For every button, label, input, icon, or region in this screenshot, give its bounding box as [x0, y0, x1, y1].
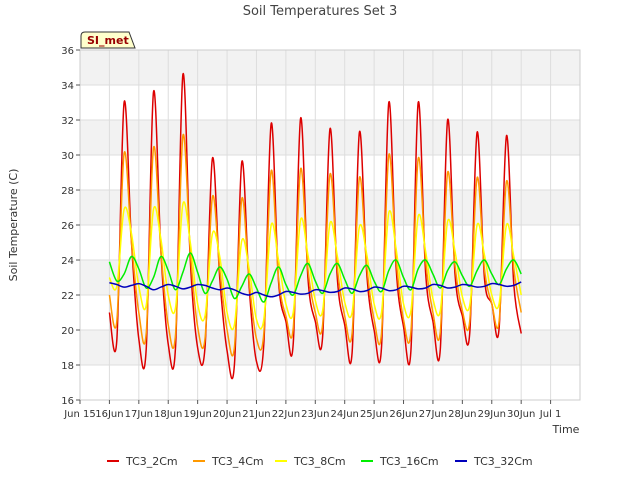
station-badge-label: SI_met: [87, 34, 129, 47]
y-tick-label: 22: [61, 291, 74, 302]
plot-band: [80, 120, 580, 155]
y-axis-label: Soil Temperature (C): [7, 169, 20, 282]
legend-item-tc3-4cm: TC3_4Cm: [193, 455, 264, 468]
y-tick-label: 18: [61, 361, 74, 372]
legend-label: TC3_16Cm: [379, 455, 439, 468]
legend-item-tc3-16cm: TC3_16Cm: [361, 455, 439, 468]
legend-label: TC3_2Cm: [125, 455, 178, 468]
station-badge: SI_met: [80, 31, 136, 49]
legend-label: TC3_32Cm: [473, 455, 533, 468]
x-tick-label: 17Jun: [125, 409, 153, 420]
x-tick-label: 30Jun: [507, 409, 535, 420]
y-tick-label: 36: [61, 46, 74, 57]
y-tick-label: 20: [61, 326, 74, 337]
y-tick-label: 34: [61, 81, 74, 92]
legend-label: TC3_8Cm: [293, 455, 346, 468]
x-tick-label: 20Jun: [213, 409, 241, 420]
series-line-tc3-2cm: [108, 73, 522, 380]
legend-item-tc3-8cm: TC3_8Cm: [275, 455, 346, 468]
x-tick-label: Jun 15: [63, 409, 96, 420]
x-tick-label: 19Jun: [183, 409, 211, 420]
y-tick-label: 16: [61, 396, 74, 407]
y-tick-label: 30: [61, 151, 74, 162]
x-tick-label: 29Jun: [478, 409, 506, 420]
x-tick-label: Jul 1: [539, 409, 562, 420]
legend-item-tc3-32cm: TC3_32Cm: [455, 455, 533, 468]
x-tick-label: 26Jun: [389, 409, 417, 420]
series-line-tc3-32cm: [109, 281, 522, 298]
legend-label: TC3_4Cm: [211, 455, 264, 468]
y-tick-label: 24: [61, 256, 74, 267]
x-tick-label: 25Jun: [360, 409, 388, 420]
x-tick-label: 27Jun: [419, 409, 447, 420]
plot-band: [80, 330, 580, 365]
plot-band: [80, 190, 580, 225]
series-line-tc3-4cm: [108, 133, 522, 357]
x-axis-label: Time: [552, 423, 580, 436]
y-tick-label: 32: [61, 116, 74, 127]
x-tick-label: 16Jun: [95, 409, 123, 420]
y-tick-label: 28: [61, 186, 74, 197]
x-tick-label: 23Jun: [301, 409, 329, 420]
x-tick-label: 28Jun: [448, 409, 476, 420]
x-tick-label: 21Jun: [242, 409, 270, 420]
x-tick-label: 22Jun: [272, 409, 300, 420]
series-line-tc3-8cm: [108, 201, 522, 331]
legend-item-tc3-2cm: TC3_2Cm: [107, 455, 178, 468]
x-tick-label: 24Jun: [331, 409, 359, 420]
station-badge-bg: [80, 31, 136, 49]
chart-title: Soil Temperatures Set 3: [243, 4, 398, 19]
x-tick-label: 18Jun: [154, 409, 182, 420]
y-tick-label: 26: [61, 221, 74, 232]
plot-band: [80, 50, 580, 85]
